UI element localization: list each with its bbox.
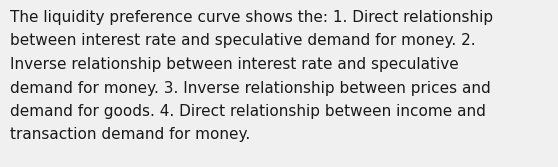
Text: demand for money. 3. Inverse relationship between prices and: demand for money. 3. Inverse relationshi…: [10, 80, 490, 96]
Text: The liquidity preference curve shows the: 1. Direct relationship: The liquidity preference curve shows the…: [10, 10, 493, 25]
Text: Inverse relationship between interest rate and speculative: Inverse relationship between interest ra…: [10, 57, 459, 72]
Text: transaction demand for money.: transaction demand for money.: [10, 127, 250, 142]
Text: demand for goods. 4. Direct relationship between income and: demand for goods. 4. Direct relationship…: [10, 104, 486, 119]
Text: between interest rate and speculative demand for money. 2.: between interest rate and speculative de…: [10, 34, 475, 48]
